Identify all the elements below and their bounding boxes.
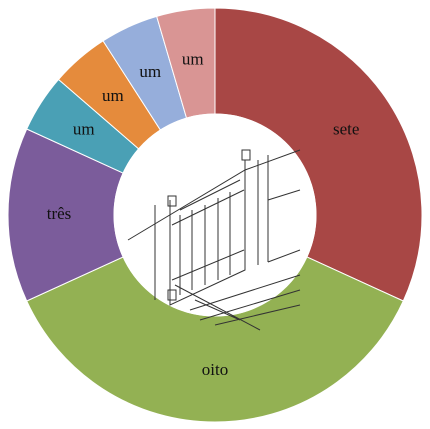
slice-label: um xyxy=(182,49,204,68)
gate-drawing xyxy=(127,149,301,331)
slice-label: sete xyxy=(333,120,359,139)
donut xyxy=(7,7,423,423)
center-illustration xyxy=(113,113,317,331)
slice-label: um xyxy=(102,86,124,105)
slice-label: um xyxy=(73,120,95,139)
donut-hole xyxy=(113,113,317,317)
slice-label: um xyxy=(139,62,161,81)
slice-label: três xyxy=(47,204,72,223)
slice-label: oito xyxy=(202,360,228,379)
